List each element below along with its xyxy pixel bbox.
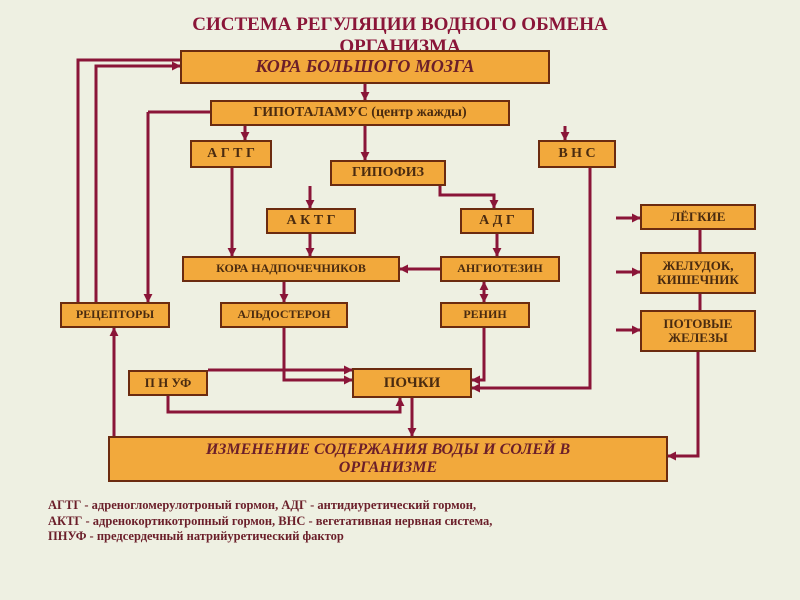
node-adrenal: КОРА НАДПОЧЕЧНИКОВ [182,256,400,282]
node-angiotensin: АНГИОТЕЗИН [440,256,560,282]
legend: АГТГ - адреногломерулотроный гормон, АДГ… [48,498,748,545]
node-cortex: КОРА БОЛЬШОГО МОЗГА [180,50,550,84]
edge-20 [96,66,180,302]
edge-15 [472,328,484,380]
node-aktg: А К Т Г [266,208,356,234]
node-renin: РЕНИН [440,302,530,328]
node-vns: В Н С [538,140,616,168]
node-stomach: ЖЕЛУДОК,КИШЕЧНИК [640,252,756,294]
edge-17 [168,396,400,412]
node-receptors: РЕЦЕПТОРЫ [60,302,170,328]
node-sweat: ПОТОВЫЕЖЕЛЕЗЫ [640,310,756,352]
node-hypothalamus: ГИПОТАЛАМУС (центр жажды) [210,100,510,126]
edge-21 [78,60,180,302]
diagram-stage: СИСТЕМА РЕГУЛЯЦИИ ВОДНОГО ОБМЕНАОРГАНИЗМ… [0,0,800,600]
node-pnuf: П Н УФ [128,370,208,396]
edge-6 [440,186,494,208]
node-agtg: А Г Т Г [190,140,272,168]
node-change: ИЗМЕНЕНИЕ СОДЕРЖАНИЯ ВОДЫ И СОЛЕЙ ВОРГАН… [108,436,668,482]
edge-27 [668,352,698,456]
node-adg: А Д Г [460,208,534,234]
node-aldosterone: АЛЬДОСТЕРОН [220,302,348,328]
node-kidneys: ПОЧКИ [352,368,472,398]
edge-14 [284,328,352,380]
node-pituitary: ГИПОФИЗ [330,160,446,186]
node-lungs: ЛЁГКИЕ [640,204,756,230]
